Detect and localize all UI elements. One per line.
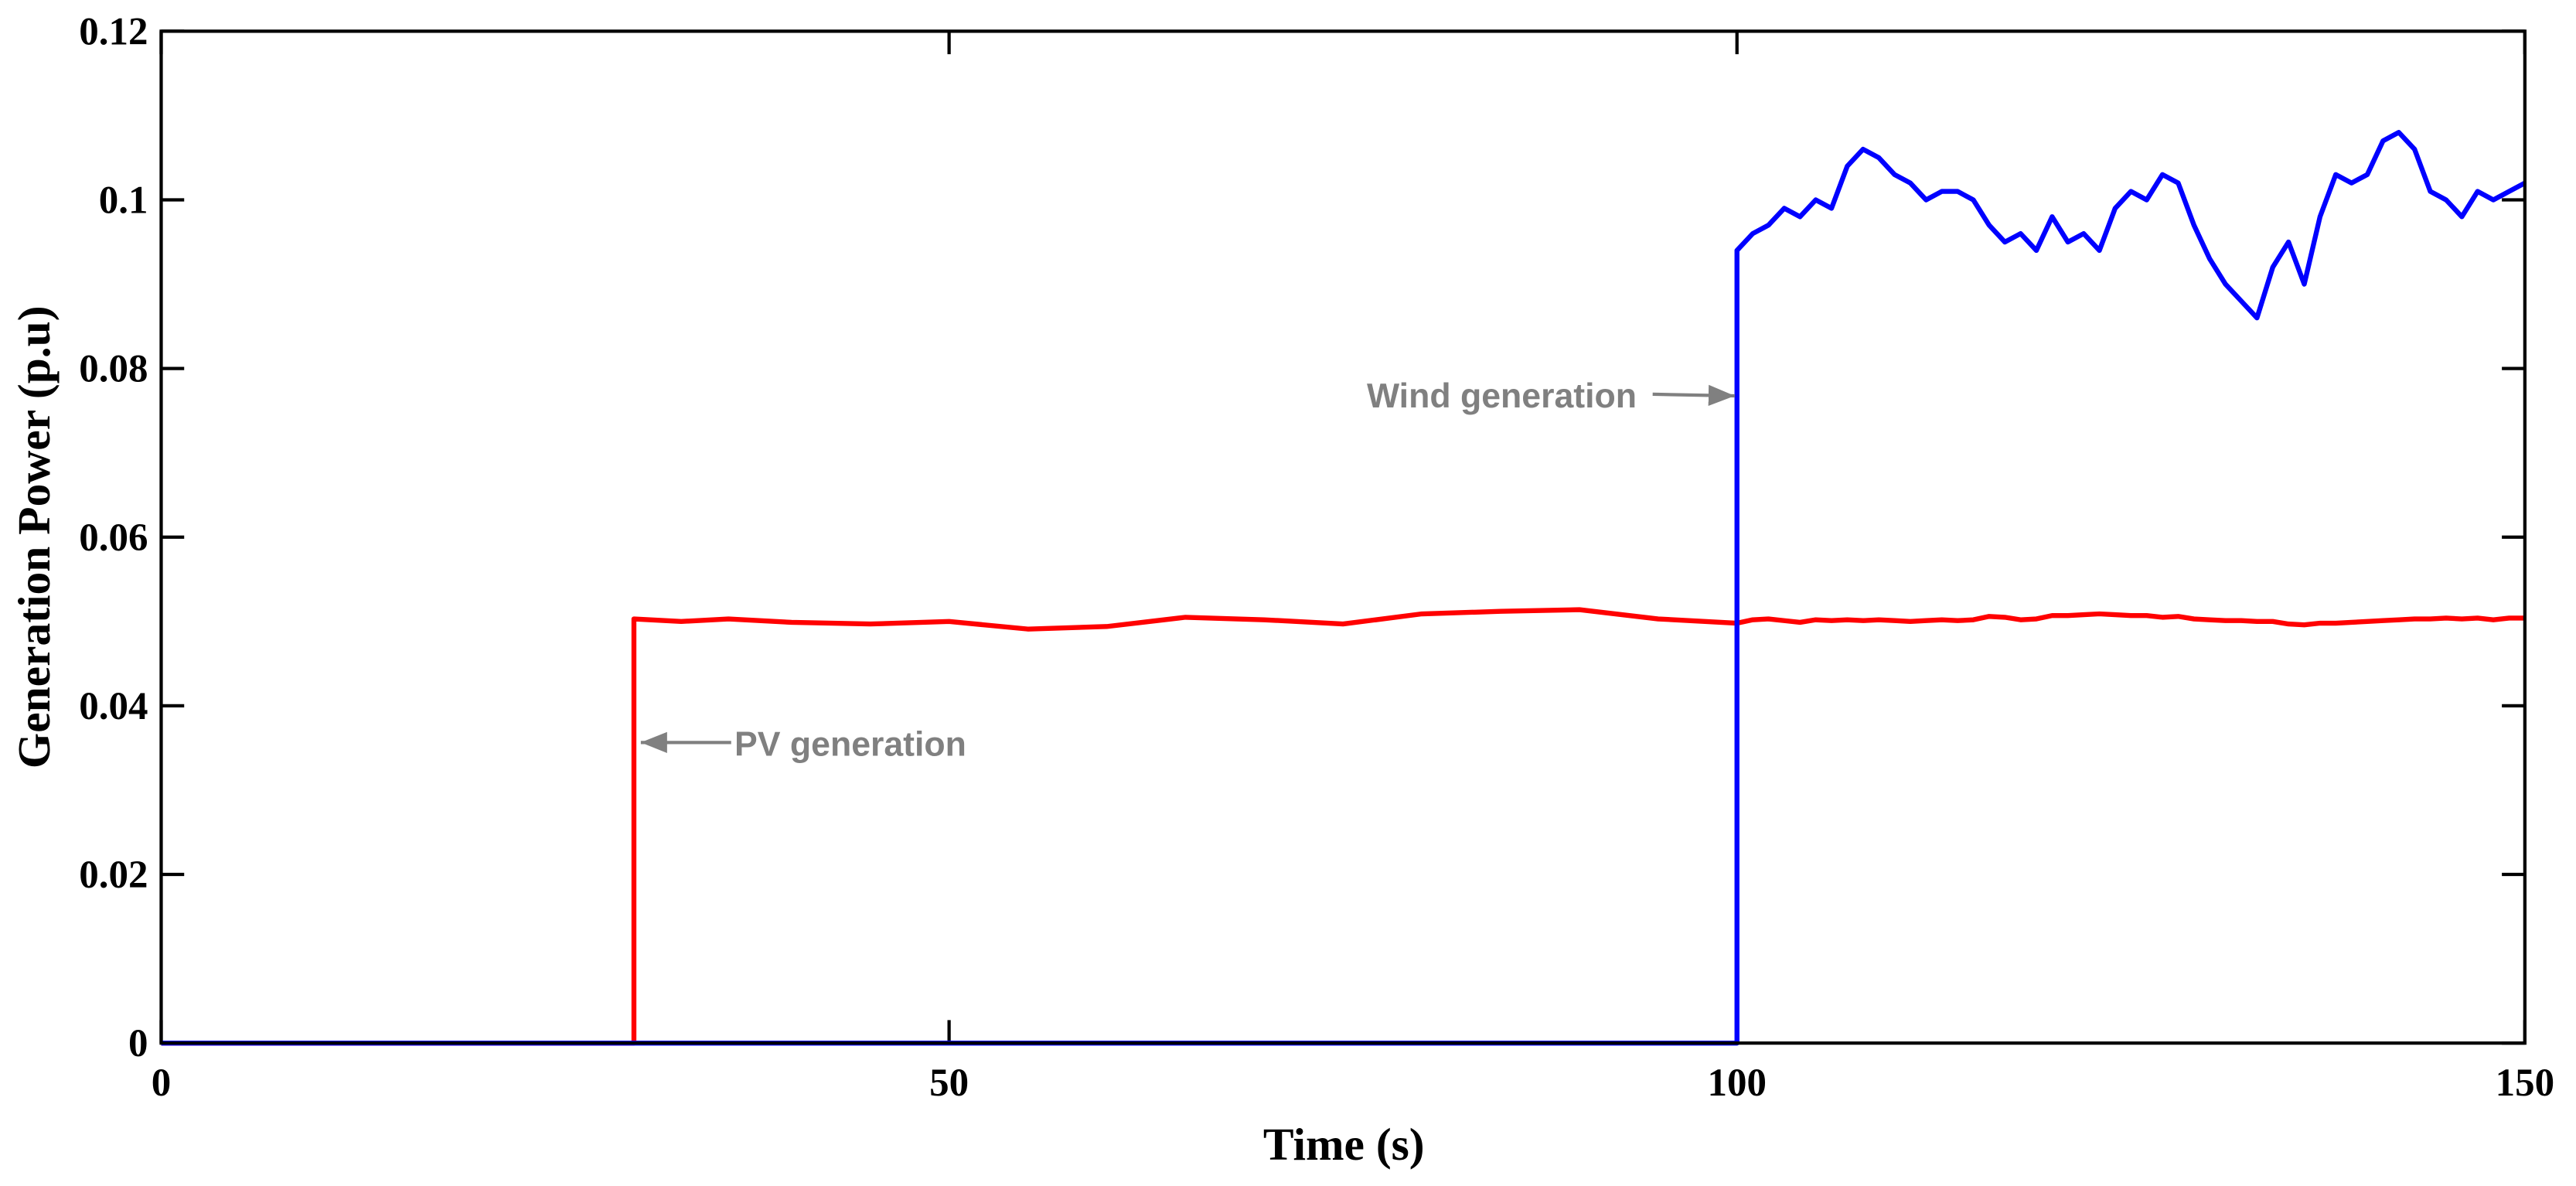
y-axis-label: Generation Power (p.u) [9, 305, 60, 769]
x-tick-label: 50 [929, 1062, 969, 1105]
line-series [161, 130, 2527, 1046]
x-tick-label: 100 [1707, 1062, 1766, 1105]
annotation-arrow [1652, 384, 1735, 406]
y-tick-label: 0.12 [79, 10, 148, 53]
y-tick-label: 0.08 [79, 348, 148, 391]
y-tick-label: 0.04 [79, 685, 148, 728]
y-tick-label: 0.06 [79, 516, 148, 560]
y-tick-label: 0 [128, 1022, 148, 1065]
plot-frame [159, 29, 2527, 1045]
y-tick-label: 0.02 [79, 854, 148, 897]
x-tick-label: 0 [152, 1062, 172, 1105]
x-axis-label: Time (s) [1263, 1119, 1425, 1170]
x-tick-label: 150 [2496, 1062, 2554, 1105]
y-tick-label: 0.1 [99, 179, 148, 222]
line-series [161, 607, 2525, 1046]
annotation: Wind generation [1367, 377, 1637, 415]
annotation: PV generation [734, 725, 966, 763]
